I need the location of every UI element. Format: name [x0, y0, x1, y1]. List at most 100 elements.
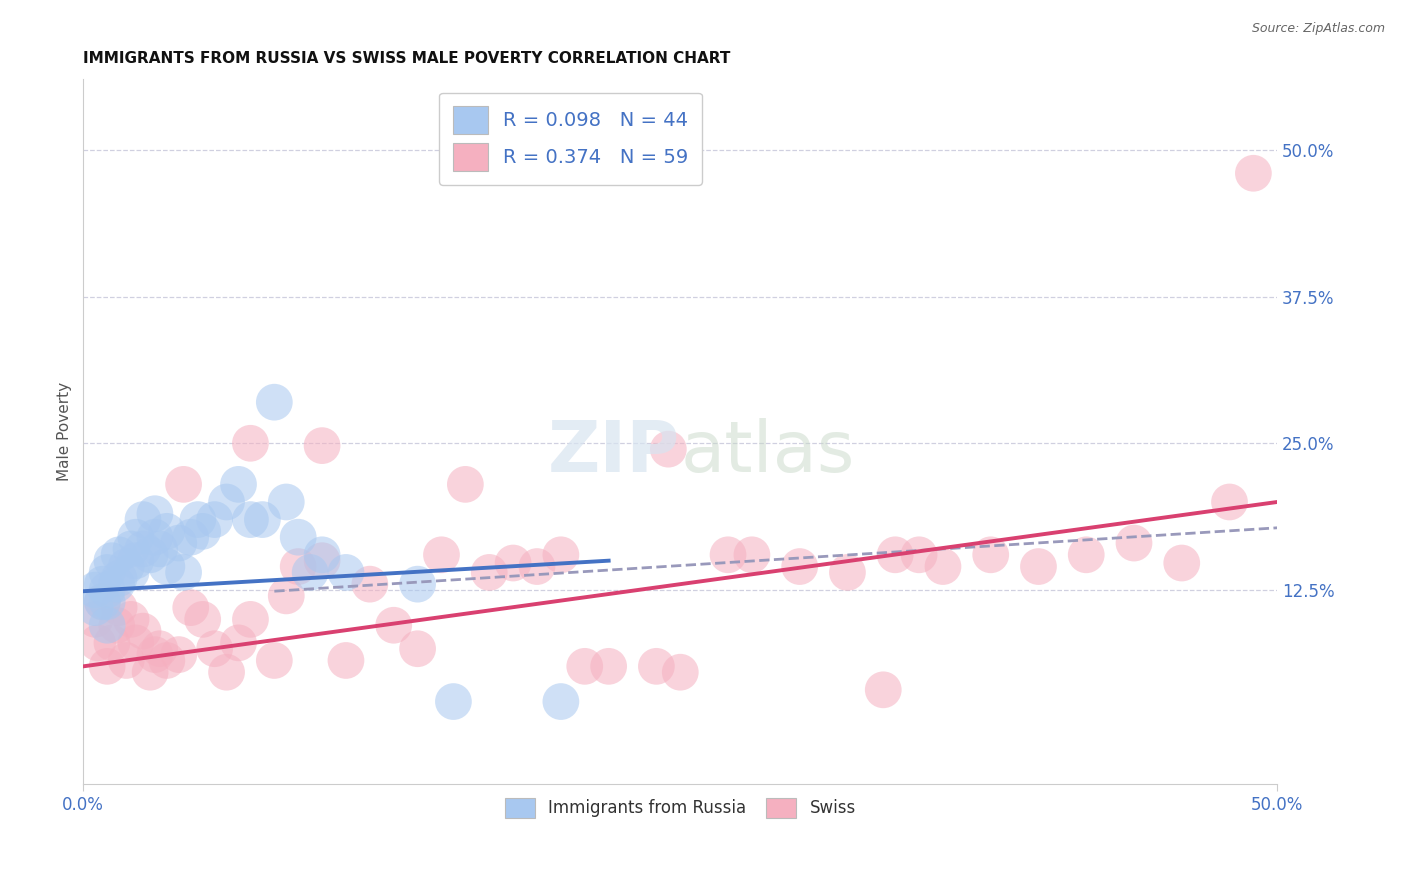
- Point: [1218, 495, 1240, 509]
- Point: [228, 636, 250, 650]
- Point: [204, 512, 226, 526]
- Point: [263, 395, 285, 409]
- Point: [84, 612, 107, 626]
- Text: atlas: atlas: [681, 418, 855, 487]
- Y-axis label: Male Poverty: Male Poverty: [58, 382, 72, 481]
- Point: [598, 659, 620, 673]
- Point: [335, 566, 357, 580]
- Point: [125, 530, 148, 544]
- Point: [526, 559, 548, 574]
- Point: [120, 566, 142, 580]
- Point: [91, 595, 114, 609]
- Point: [156, 524, 179, 539]
- Point: [287, 559, 309, 574]
- Point: [1171, 556, 1194, 570]
- Point: [96, 582, 118, 597]
- Point: [187, 512, 209, 526]
- Point: [311, 554, 333, 568]
- Point: [125, 554, 148, 568]
- Point: [191, 612, 214, 626]
- Point: [96, 618, 118, 632]
- Point: [884, 548, 907, 562]
- Point: [1241, 166, 1264, 180]
- Point: [406, 577, 429, 591]
- Point: [669, 665, 692, 680]
- Text: ZIP: ZIP: [548, 418, 681, 487]
- Point: [311, 439, 333, 453]
- Point: [149, 541, 172, 556]
- Point: [204, 641, 226, 656]
- Text: Source: ZipAtlas.com: Source: ZipAtlas.com: [1251, 22, 1385, 36]
- Point: [789, 559, 811, 574]
- Point: [406, 641, 429, 656]
- Point: [91, 577, 114, 591]
- Point: [180, 600, 202, 615]
- Point: [139, 548, 162, 562]
- Point: [143, 507, 166, 521]
- Point: [908, 548, 931, 562]
- Point: [91, 595, 114, 609]
- Point: [980, 548, 1002, 562]
- Point: [96, 659, 118, 673]
- Point: [382, 618, 405, 632]
- Point: [149, 641, 172, 656]
- Point: [872, 682, 894, 697]
- Point: [120, 612, 142, 626]
- Text: IMMIGRANTS FROM RUSSIA VS SWISS MALE POVERTY CORRELATION CHART: IMMIGRANTS FROM RUSSIA VS SWISS MALE POV…: [83, 51, 731, 66]
- Point: [132, 624, 155, 639]
- Point: [96, 566, 118, 580]
- Point: [143, 530, 166, 544]
- Point: [311, 548, 333, 562]
- Point: [115, 559, 138, 574]
- Point: [276, 589, 298, 603]
- Point: [86, 636, 108, 650]
- Point: [132, 541, 155, 556]
- Point: [143, 648, 166, 662]
- Point: [276, 495, 298, 509]
- Point: [252, 512, 274, 526]
- Point: [359, 577, 381, 591]
- Point: [108, 571, 131, 585]
- Point: [108, 548, 131, 562]
- Point: [101, 554, 124, 568]
- Point: [101, 636, 124, 650]
- Point: [430, 548, 453, 562]
- Point: [215, 665, 238, 680]
- Point: [837, 566, 859, 580]
- Point: [1028, 559, 1050, 574]
- Point: [574, 659, 596, 673]
- Point: [717, 548, 740, 562]
- Point: [287, 530, 309, 544]
- Point: [454, 477, 477, 491]
- Point: [1123, 536, 1146, 550]
- Point: [299, 566, 322, 580]
- Point: [502, 556, 524, 570]
- Point: [191, 524, 214, 539]
- Point: [156, 559, 179, 574]
- Point: [657, 442, 679, 457]
- Point: [84, 600, 107, 615]
- Point: [173, 477, 195, 491]
- Point: [441, 694, 464, 708]
- Point: [478, 566, 501, 580]
- Point: [105, 577, 128, 591]
- Point: [550, 548, 572, 562]
- Point: [125, 636, 148, 650]
- Point: [173, 566, 195, 580]
- Legend: Immigrants from Russia, Swiss: Immigrants from Russia, Swiss: [498, 791, 862, 825]
- Point: [120, 541, 142, 556]
- Point: [239, 436, 262, 450]
- Point: [932, 559, 955, 574]
- Point: [108, 600, 131, 615]
- Point: [96, 595, 118, 609]
- Point: [84, 582, 107, 597]
- Point: [550, 694, 572, 708]
- Point: [167, 536, 190, 550]
- Point: [105, 618, 128, 632]
- Point: [180, 530, 202, 544]
- Point: [1076, 548, 1098, 562]
- Point: [132, 512, 155, 526]
- Point: [645, 659, 668, 673]
- Point: [239, 612, 262, 626]
- Point: [741, 548, 763, 562]
